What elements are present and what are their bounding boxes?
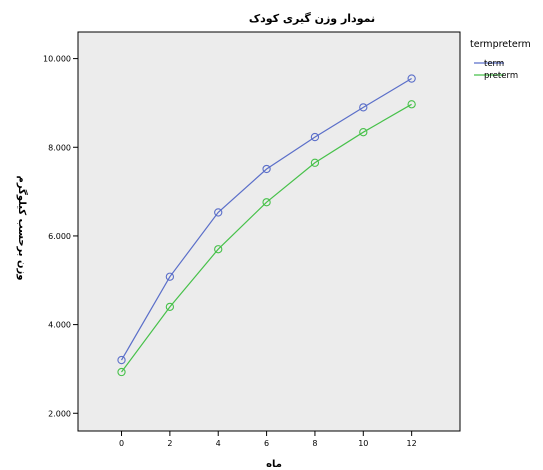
- series-preterm: [117, 100, 416, 377]
- data-point-preterm: [359, 128, 368, 137]
- series-layer: [117, 74, 416, 377]
- y-tick-label: 2.000: [48, 409, 71, 418]
- data-point-preterm: [214, 245, 223, 254]
- legend-title: termpreterm: [470, 39, 531, 50]
- x-tick-label: 12: [407, 439, 417, 448]
- y-axis: 2.000 4.000 6.000 8.000 10.000: [43, 55, 78, 418]
- series-line-term: [120, 77, 412, 361]
- legend: termpreterm termpreterm: [470, 39, 531, 81]
- y-tick-label: 6.000: [48, 232, 71, 241]
- data-point-term: [262, 164, 271, 174]
- data-point-preterm: [262, 198, 271, 207]
- x-tick-label: 2: [167, 439, 172, 448]
- y-axis-title: وزن برحسب کیلوگرم: [16, 175, 29, 280]
- plot-area: [77, 31, 461, 432]
- legend-label-term: term: [484, 59, 504, 69]
- x-tick-label: 0: [119, 439, 124, 448]
- series-term: [117, 74, 416, 365]
- y-tick-label: 4.000: [48, 321, 71, 330]
- data-point-preterm: [407, 100, 416, 109]
- x-axis-title: ماه: [266, 459, 282, 470]
- x-tick-label: 6: [264, 439, 269, 448]
- data-point-term: [214, 208, 223, 217]
- data-point-term: [117, 355, 126, 365]
- data-point-term: [359, 103, 368, 112]
- x-axis: 0 2 4 6 8 10 12: [119, 431, 417, 448]
- legend-label-preterm: preterm: [484, 71, 518, 81]
- y-tick-label: 8.000: [48, 143, 71, 152]
- data-point-term: [407, 74, 416, 83]
- data-point-preterm: [165, 302, 175, 312]
- y-tick-label: 10.000: [43, 55, 71, 64]
- x-tick-label: 10: [358, 439, 368, 448]
- x-tick-label: 8: [312, 439, 317, 448]
- data-point-preterm: [117, 367, 126, 377]
- chart-title: نمودار وزن گیری کودک: [249, 12, 375, 25]
- x-tick-label: 4: [216, 439, 221, 448]
- data-point-term: [165, 272, 175, 281]
- data-point-term: [310, 132, 320, 142]
- series-line-preterm: [121, 103, 412, 373]
- data-point-preterm: [310, 158, 320, 167]
